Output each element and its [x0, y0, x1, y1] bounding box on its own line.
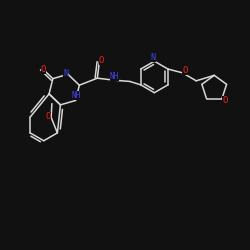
Text: N: N	[64, 69, 68, 78]
Text: O: O	[99, 56, 104, 65]
Text: O: O	[46, 112, 51, 121]
Text: O: O	[40, 65, 46, 74]
Text: NH: NH	[110, 72, 119, 81]
Text: NH: NH	[72, 92, 81, 100]
Text: O: O	[182, 66, 188, 75]
Text: N: N	[150, 53, 156, 62]
Text: O: O	[222, 96, 228, 104]
